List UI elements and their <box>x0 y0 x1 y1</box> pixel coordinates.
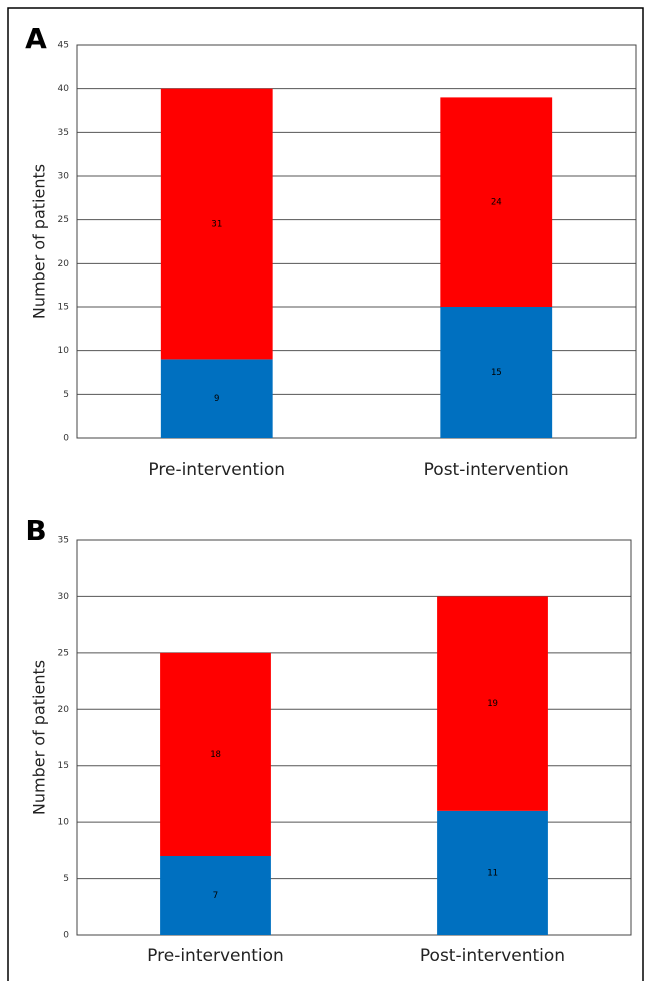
y-tick-label: 10 <box>58 818 70 828</box>
y-tick-label: 20 <box>58 259 70 269</box>
y-tick-label: 45 <box>58 41 69 51</box>
data-label: 9 <box>214 394 219 404</box>
bar-segment <box>160 856 271 935</box>
bar-segment <box>160 359 273 438</box>
bar-segment <box>160 88 273 360</box>
y-axis-label: Number of patients <box>30 164 49 319</box>
y-tick-label: 35 <box>58 128 69 138</box>
bar-segment <box>160 652 271 856</box>
y-tick-label: 0 <box>63 434 69 444</box>
panel-label: A <box>25 22 47 55</box>
y-tick-label: 5 <box>63 874 69 884</box>
data-label: 19 <box>487 699 498 709</box>
bar-segment <box>440 307 553 438</box>
x-tick-label: Pre-intervention <box>148 460 285 480</box>
y-tick-label: 15 <box>58 761 69 771</box>
y-tick-label: 0 <box>63 931 69 941</box>
frame <box>7 7 644 981</box>
y-tick-label: 30 <box>58 172 70 182</box>
x-tick-label: Post-intervention <box>424 460 569 480</box>
y-tick-label: 35 <box>58 536 69 546</box>
y-tick-label: 15 <box>58 303 69 313</box>
y-tick-label: 5 <box>63 390 69 400</box>
y-tick-label: 30 <box>58 592 70 602</box>
x-tick-label: Pre-intervention <box>147 946 284 966</box>
x-tick-label: Post-intervention <box>420 946 565 966</box>
data-label: 7 <box>213 891 218 901</box>
bar-segment <box>440 97 553 308</box>
data-label: 31 <box>211 220 222 230</box>
y-tick-label: 10 <box>58 346 70 356</box>
panel-label: B <box>25 514 46 547</box>
plot-border <box>76 539 632 936</box>
data-label: 11 <box>487 868 498 878</box>
y-tick-label: 20 <box>58 705 70 715</box>
data-label: 24 <box>491 198 502 208</box>
y-tick-label: 25 <box>58 215 69 225</box>
data-label: 18 <box>210 750 221 760</box>
y-axis-label: Number of patients <box>30 660 49 815</box>
plot-border <box>76 44 637 439</box>
data-label: 15 <box>491 368 502 378</box>
y-tick-label: 40 <box>58 84 70 94</box>
y-tick-label: 25 <box>58 648 69 658</box>
bar-segment <box>437 596 548 811</box>
bar-segment <box>437 810 548 935</box>
